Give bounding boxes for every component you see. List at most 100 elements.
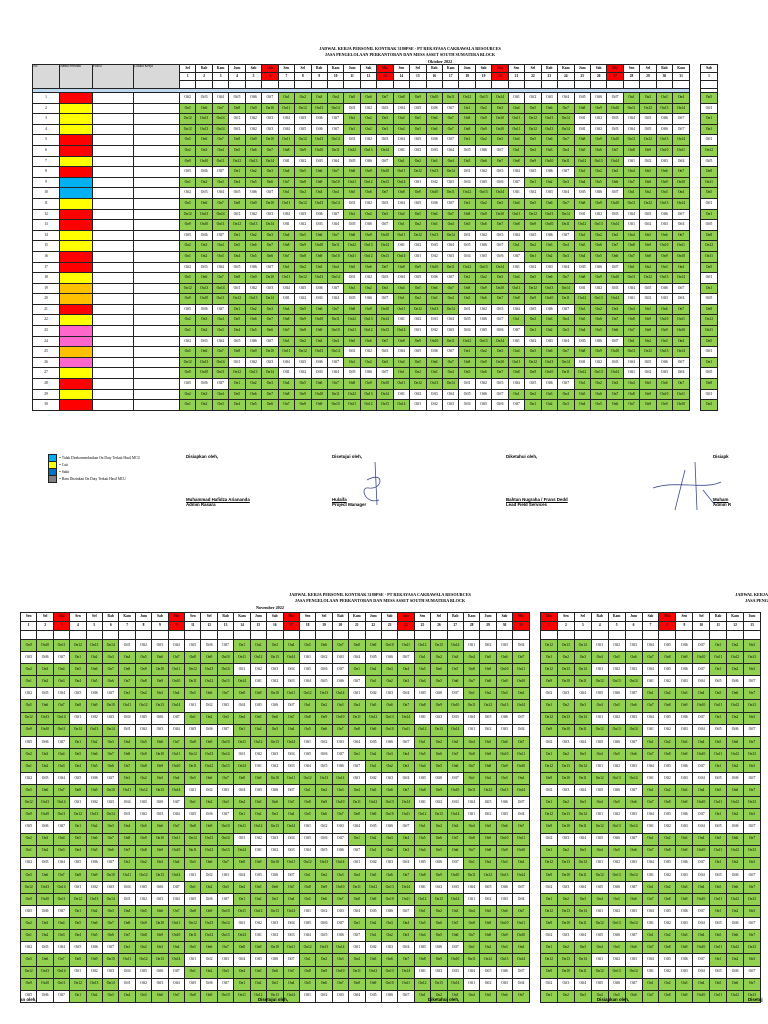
table-row: Off2 Off3 Off4 Off5 Off6 Off7 On1 On2 On3 On4 On5 O… xyxy=(540,687,761,701)
shift-cell: On13 xyxy=(244,155,263,168)
shift-cell: Off2 xyxy=(639,367,657,380)
day-name-header: Rab xyxy=(195,64,213,73)
shift-cell: On3 xyxy=(491,346,509,358)
shift-cell: On2 xyxy=(430,989,448,1003)
shift-cell: On13 xyxy=(195,282,213,295)
shift-cell: Off2 xyxy=(430,880,448,894)
shift-cell: On4 xyxy=(277,166,296,178)
shift-cell: Off1 xyxy=(348,772,366,786)
shift-cell: On11 xyxy=(573,723,592,737)
shift-cell: On2 xyxy=(658,784,677,798)
shift-cell: On5 xyxy=(709,832,728,846)
personnel-name-cell xyxy=(59,176,93,189)
shift-cell: On7 xyxy=(606,314,624,327)
shift-cell: On12 xyxy=(134,699,153,713)
shift-cell: On8 xyxy=(134,929,153,943)
day-number-header: 1 xyxy=(178,72,197,81)
shift-cell: On10 xyxy=(167,759,186,774)
shift-cell: On10 xyxy=(692,699,711,713)
shift-cell: Off7 xyxy=(692,905,711,919)
shift-cell: On12 xyxy=(178,282,197,295)
shift-cell: Off1 xyxy=(590,856,609,870)
shift-cell: Off2 xyxy=(244,282,263,295)
shift-cell: On3 xyxy=(36,663,54,677)
shift-cell: Off3 xyxy=(624,638,643,653)
table-row: On5 xyxy=(700,261,718,274)
shift-cell: Off2 xyxy=(200,699,218,713)
shift-cell: On2 xyxy=(134,772,153,786)
shift-cell: On2 xyxy=(556,892,575,907)
shift-cell: On7 xyxy=(167,905,186,919)
table-row: Off2 Off3 Off4 Off5 Off6 Off7 On1 On2 On3 On4 On5 O… xyxy=(540,735,761,749)
table-row: On9 On10 On11 On12 On13 On14 Off1 Off2 Off3 Off4 O… xyxy=(540,965,761,979)
shift-cell: On14 xyxy=(261,367,279,380)
shift-cell: On6 xyxy=(200,856,218,870)
shift-cell: Off3 xyxy=(441,399,460,411)
shift-cell: On6 xyxy=(36,784,54,798)
shift-cell: On14 xyxy=(331,941,350,955)
shift-cell: On1 xyxy=(364,929,382,943)
shift-cell: On14 xyxy=(512,868,530,882)
shift-cell: On1 xyxy=(573,378,591,390)
shift-cell: On8 xyxy=(184,651,202,665)
shift-cell: On3 xyxy=(491,197,509,210)
shift-cell: Off7 xyxy=(557,229,575,242)
shift-cell: Off1 xyxy=(507,187,526,199)
shift-cell: On6 xyxy=(315,892,333,907)
shift-cell: Off6 xyxy=(315,747,333,761)
day-number-header: 19 xyxy=(315,621,333,631)
shift-cell: On6 xyxy=(310,303,328,316)
shift-cell: On6 xyxy=(495,905,514,919)
shift-cell: On10 xyxy=(556,772,575,786)
shift-cell: Off6 xyxy=(607,880,626,894)
table-row: Off5 xyxy=(700,155,718,168)
shift-cell: On8 xyxy=(413,784,432,798)
shift-cell: Off4 xyxy=(692,772,711,786)
shift-cell: On6 xyxy=(606,399,624,411)
shift-cell: Off1 xyxy=(348,856,366,870)
shift-cell: Off4 xyxy=(392,134,411,146)
shift-cell: On11 xyxy=(167,747,186,761)
shift-cell: On10 xyxy=(380,977,399,991)
shift-cell: Off2 xyxy=(19,941,38,955)
shift-cell: On8 xyxy=(573,346,591,358)
day-number-header: 26 xyxy=(430,621,448,631)
shift-cell: Off1 xyxy=(590,905,609,919)
shift-cell: On13 xyxy=(607,917,626,931)
shift-cell: On10 xyxy=(556,820,575,834)
table-row: On12 On13 On14 Off1 Off2 Off3 Off4 Off5 Off6 Off7… xyxy=(19,796,530,810)
shift-cell: On14 xyxy=(282,651,300,665)
day-number-row: 1 2 3 4 5 6 7 8 9 10 11 12 13 xyxy=(540,621,761,631)
shift-cell: On3 xyxy=(266,892,284,907)
position-cell xyxy=(92,293,134,305)
shift-cell: On2 xyxy=(85,651,104,665)
shift-cell: On6 xyxy=(425,123,444,136)
day-name-header: Min xyxy=(491,64,509,73)
shift-cell: On11 xyxy=(326,240,345,252)
shift-cell: On10 xyxy=(606,272,624,284)
shift-cell: On9 xyxy=(430,953,448,967)
shift-cell: Off6 xyxy=(495,965,514,979)
shift-cell: On2 xyxy=(409,293,427,305)
shift-cell: Off3 xyxy=(216,784,235,798)
shift-cell: Off7 xyxy=(52,989,71,1003)
shift-cell: On14 xyxy=(52,880,71,894)
shift-cell: On4 xyxy=(348,953,366,967)
shift-cell: Off2 xyxy=(479,892,497,907)
shift-cell: Off3 xyxy=(380,856,399,870)
table-row: 6 On2 On3 On4 On5 On6 On7 On8 On9 On10 On11 On12 On1… xyxy=(32,144,690,157)
row-number: 8 xyxy=(32,166,60,178)
shift-cell: Off2 xyxy=(589,356,608,369)
shift-cell: On2 xyxy=(359,123,378,136)
shift-cell: On13 xyxy=(266,905,284,919)
shift-cell: On1 xyxy=(413,651,432,665)
shift-cell: On5 xyxy=(134,735,153,749)
shift-cell: Off7 xyxy=(624,880,643,894)
shift-cell: On9 xyxy=(639,314,657,327)
shift-cell: On3 xyxy=(52,759,71,774)
shift-cell: On1 xyxy=(364,844,382,858)
shift-cell: On5 xyxy=(69,747,87,761)
shift-cell: On14 xyxy=(624,723,643,737)
shift-cell: Off3 xyxy=(675,917,694,931)
day-number-header: 16 xyxy=(425,72,444,81)
